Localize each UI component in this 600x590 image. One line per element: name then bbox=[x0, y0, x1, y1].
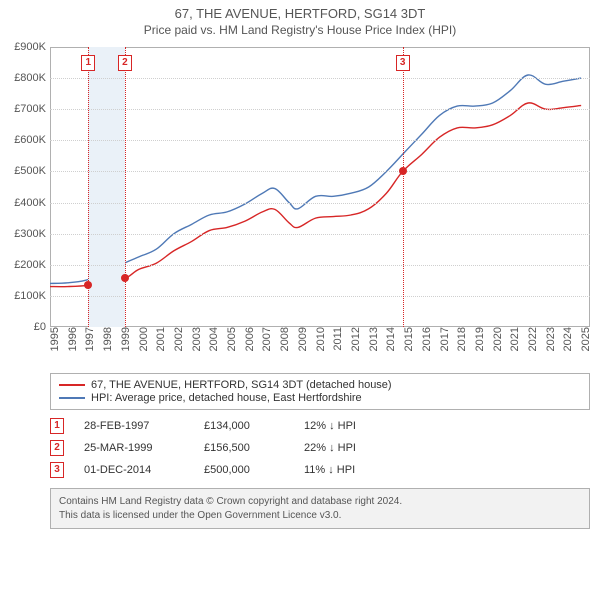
event-date: 28-FEB-1997 bbox=[84, 420, 184, 432]
legend-row: HPI: Average price, detached house, East… bbox=[59, 392, 581, 404]
x-tick-label: 1999 bbox=[116, 327, 132, 351]
y-tick-label: £100K bbox=[14, 290, 50, 302]
y-tick-label: £400K bbox=[14, 197, 50, 209]
event-vline bbox=[125, 47, 126, 327]
legend: 67, THE AVENUE, HERTFORD, SG14 3DT (deta… bbox=[50, 373, 590, 410]
y-tick-label: £800K bbox=[14, 72, 50, 84]
attribution: Contains HM Land Registry data © Crown c… bbox=[50, 488, 590, 529]
x-tick-label: 2005 bbox=[222, 327, 238, 351]
y-tick-label: £500K bbox=[14, 165, 50, 177]
event-marker-dot bbox=[84, 281, 92, 289]
x-tick-label: 2013 bbox=[364, 327, 380, 351]
y-tick-label: £300K bbox=[14, 228, 50, 240]
x-tick-label: 2010 bbox=[311, 327, 327, 351]
gridline bbox=[50, 78, 590, 79]
x-tick-label: 1996 bbox=[63, 327, 79, 351]
event-vline bbox=[403, 47, 404, 327]
event-diff: 12% ↓ HPI bbox=[304, 420, 394, 432]
attribution-line2: This data is licensed under the Open Gov… bbox=[59, 509, 581, 523]
x-tick-label: 2015 bbox=[399, 327, 415, 351]
x-tick-label: 2001 bbox=[151, 327, 167, 351]
x-tick-label: 2014 bbox=[381, 327, 397, 351]
x-tick-label: 2025 bbox=[576, 327, 592, 351]
x-tick-label: 2008 bbox=[275, 327, 291, 351]
x-tick-label: 2003 bbox=[187, 327, 203, 351]
y-tick-label: £700K bbox=[14, 103, 50, 115]
x-tick-label: 2021 bbox=[505, 327, 521, 351]
event-date: 25-MAR-1999 bbox=[84, 442, 184, 454]
event-marker-dot bbox=[399, 167, 407, 175]
event-row: 1 28-FEB-1997 £134,000 12% ↓ HPI bbox=[50, 418, 590, 434]
event-price: £134,000 bbox=[204, 420, 284, 432]
gridline bbox=[50, 171, 590, 172]
event-badge: 1 bbox=[50, 418, 64, 434]
gridline bbox=[50, 265, 590, 266]
plot-region: £0£100K£200K£300K£400K£500K£600K£700K£80… bbox=[50, 47, 590, 327]
x-tick-label: 2022 bbox=[523, 327, 539, 351]
event-row: 2 25-MAR-1999 £156,500 22% ↓ HPI bbox=[50, 440, 590, 456]
x-tick-label: 2006 bbox=[240, 327, 256, 351]
chart-container: 67, THE AVENUE, HERTFORD, SG14 3DT Price… bbox=[0, 0, 600, 529]
title-block: 67, THE AVENUE, HERTFORD, SG14 3DT Price… bbox=[0, 0, 600, 37]
event-marker-badge: 2 bbox=[118, 55, 132, 71]
y-tick-label: £600K bbox=[14, 134, 50, 146]
gridline bbox=[50, 296, 590, 297]
y-tick-label: £200K bbox=[14, 259, 50, 271]
x-tick-label: 2023 bbox=[541, 327, 557, 351]
event-marker-badge: 3 bbox=[396, 55, 410, 71]
event-badge: 2 bbox=[50, 440, 64, 456]
shaded-band bbox=[88, 47, 125, 327]
event-price: £500,000 bbox=[204, 464, 284, 476]
gridline bbox=[50, 203, 590, 204]
title-address: 67, THE AVENUE, HERTFORD, SG14 3DT bbox=[0, 6, 600, 21]
event-row: 3 01-DEC-2014 £500,000 11% ↓ HPI bbox=[50, 462, 590, 478]
event-date: 01-DEC-2014 bbox=[84, 464, 184, 476]
x-tick-label: 2000 bbox=[134, 327, 150, 351]
x-tick-label: 2011 bbox=[328, 327, 344, 351]
x-tick-label: 2024 bbox=[558, 327, 574, 351]
series-price_paid bbox=[50, 103, 581, 287]
series-hpi bbox=[50, 75, 581, 284]
x-tick-label: 2019 bbox=[470, 327, 486, 351]
event-diff: 22% ↓ HPI bbox=[304, 442, 394, 454]
x-tick-label: 2002 bbox=[169, 327, 185, 351]
line-series-svg bbox=[50, 47, 590, 327]
legend-swatch bbox=[59, 397, 85, 399]
attribution-line1: Contains HM Land Registry data © Crown c… bbox=[59, 495, 581, 509]
x-tick-label: 2018 bbox=[452, 327, 468, 351]
x-tick-label: 2020 bbox=[488, 327, 504, 351]
event-price: £156,500 bbox=[204, 442, 284, 454]
legend-swatch bbox=[59, 384, 85, 386]
gridline bbox=[50, 234, 590, 235]
gridline bbox=[50, 109, 590, 110]
event-badge: 3 bbox=[50, 462, 64, 478]
x-tick-label: 1998 bbox=[98, 327, 114, 351]
x-tick-label: 2017 bbox=[435, 327, 451, 351]
title-subtitle: Price paid vs. HM Land Registry's House … bbox=[0, 23, 600, 37]
x-tick-label: 2009 bbox=[293, 327, 309, 351]
x-tick-label: 2004 bbox=[204, 327, 220, 351]
x-tick-label: 2016 bbox=[417, 327, 433, 351]
x-tick-label: 2007 bbox=[257, 327, 273, 351]
y-tick-label: £900K bbox=[14, 41, 50, 53]
event-marker-dot bbox=[121, 274, 129, 282]
x-tick-label: 2012 bbox=[346, 327, 362, 351]
legend-label: 67, THE AVENUE, HERTFORD, SG14 3DT (deta… bbox=[91, 379, 392, 391]
event-diff: 11% ↓ HPI bbox=[304, 464, 394, 476]
legend-label: HPI: Average price, detached house, East… bbox=[91, 392, 362, 404]
legend-row: 67, THE AVENUE, HERTFORD, SG14 3DT (deta… bbox=[59, 379, 581, 391]
event-marker-badge: 1 bbox=[81, 55, 95, 71]
gridline bbox=[50, 140, 590, 141]
x-tick-label: 1995 bbox=[45, 327, 61, 351]
x-tick-label: 1997 bbox=[80, 327, 96, 351]
events-table: 1 28-FEB-1997 £134,000 12% ↓ HPI 2 25-MAR-199… bbox=[50, 418, 590, 478]
